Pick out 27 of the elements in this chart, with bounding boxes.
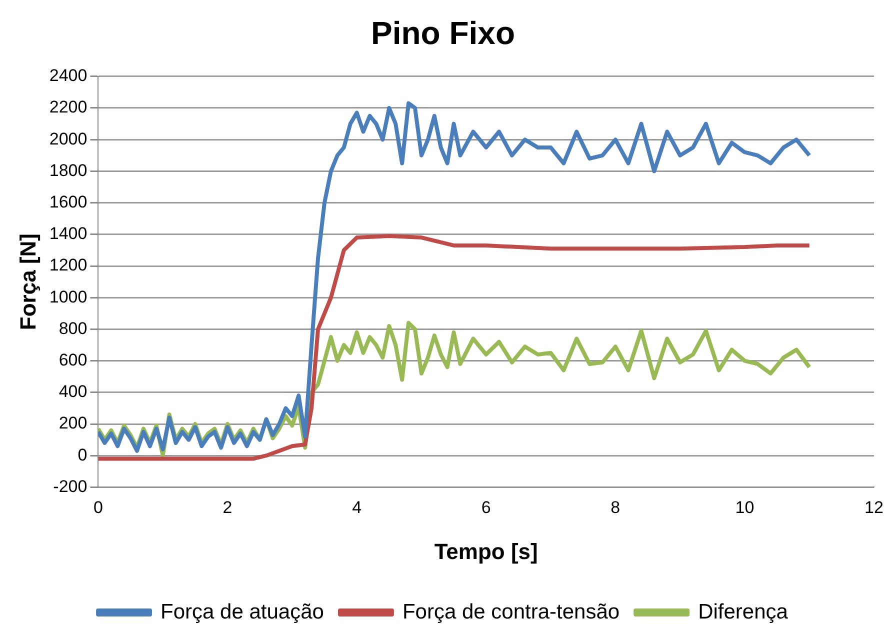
legend-label: Força de contra-tensão [402, 600, 620, 624]
x-tick-label: 8 [610, 498, 620, 518]
y-tick-label: 2400 [49, 66, 88, 86]
y-axis-title: Força [N] [15, 234, 40, 330]
x-tick-label: 6 [481, 498, 491, 518]
y-tick-label: 200 [58, 414, 88, 433]
y-tick-label: 1000 [49, 287, 88, 306]
y-tick-label: 0 [78, 445, 88, 464]
y-tick-label: 1200 [49, 256, 88, 275]
y-tick-label: 1800 [49, 160, 88, 180]
legend-label: Força de atuação [160, 600, 324, 624]
x-tick-label: 12 [864, 498, 884, 518]
y-tick-label: 2200 [49, 98, 88, 117]
legend-label: Diferença [698, 600, 788, 624]
x-tick-label: 4 [352, 498, 362, 518]
y-tick-label: 600 [58, 350, 88, 370]
y-tick-label: 400 [58, 382, 88, 402]
y-tick-label: -200 [53, 476, 88, 496]
y-tick-label: 1400 [49, 224, 88, 244]
x-axis-title: Tempo [s] [434, 538, 538, 564]
chart-title: Pino Fixo [371, 15, 515, 52]
y-tick-label: 800 [58, 318, 88, 338]
x-tick-label: 2 [222, 498, 232, 518]
x-tick-label: 0 [93, 498, 103, 518]
y-tick-label: 1600 [49, 192, 88, 212]
x-tick-label: 10 [735, 498, 754, 518]
y-tick-label: 2000 [49, 129, 88, 148]
